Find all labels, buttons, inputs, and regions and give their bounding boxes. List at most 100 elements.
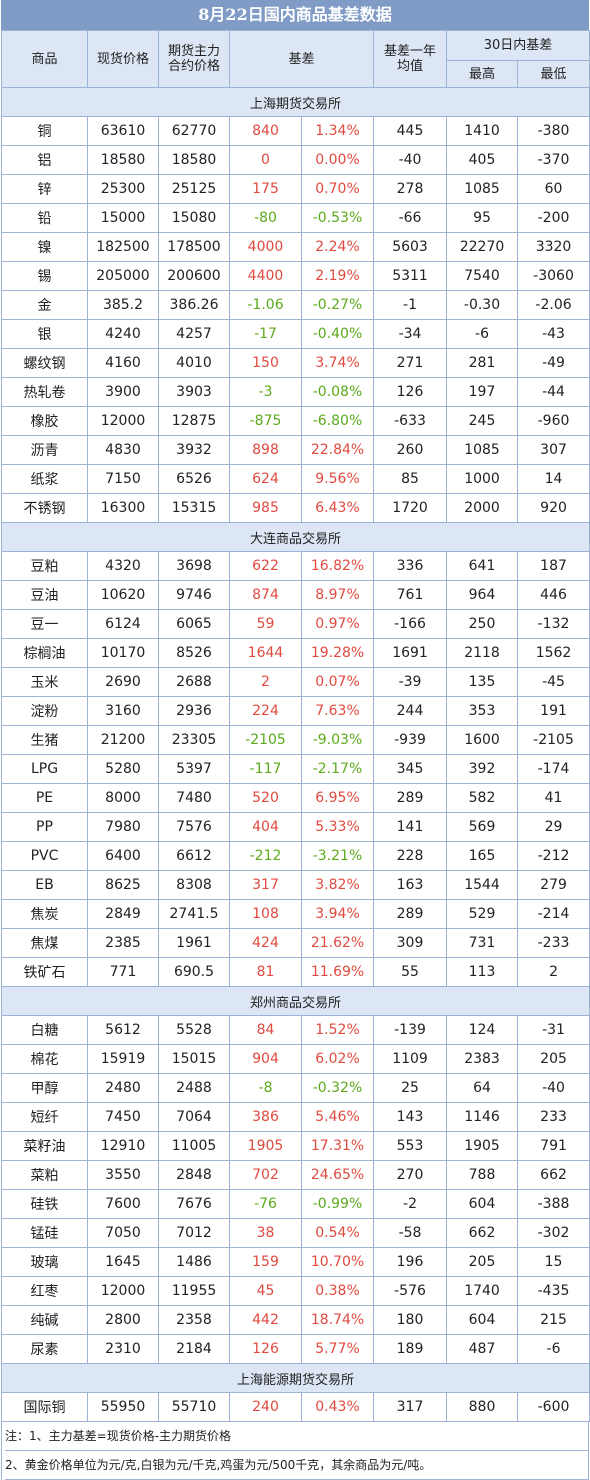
basis-year-avg-cell: 228 — [373, 841, 448, 871]
basis-year-avg-cell: 1109 — [373, 1044, 448, 1074]
futures-price-cell: 7480 — [158, 783, 230, 813]
table-row: PP 7980 7576 404 5.33% 141 569 29 — [1, 812, 590, 842]
spot-price-cell: 5280 — [87, 754, 159, 784]
header-futures-price-line2: 合约价格 — [167, 59, 220, 74]
low-30d-cell: 41 — [517, 783, 590, 813]
spot-price-cell: 2849 — [87, 899, 159, 929]
futures-price-cell: 5397 — [158, 754, 230, 784]
commodity-cell: 热轧卷 — [1, 377, 88, 407]
spot-price-cell: 12000 — [87, 406, 159, 436]
low-30d-cell: -233 — [517, 928, 590, 958]
basis-value-cell: 4400 — [229, 261, 302, 291]
basis-value-cell: -875 — [229, 406, 302, 436]
commodity-cell: 银 — [1, 319, 88, 349]
high-30d-cell: 245 — [446, 406, 519, 436]
high-30d-cell: 2000 — [446, 493, 519, 523]
basis-percent-cell: -2.17% — [300, 754, 375, 784]
basis-value-cell: 38 — [229, 1218, 302, 1248]
section-header-row: 郑州商品交易所 — [0, 986, 590, 1016]
futures-price-cell: 8308 — [158, 870, 230, 900]
commodity-cell: 锌 — [1, 174, 88, 204]
basis-year-avg-cell: 55 — [373, 957, 448, 987]
low-30d-cell: -132 — [517, 609, 590, 639]
spot-price-cell: 25300 — [87, 174, 159, 204]
futures-price-cell: 2688 — [158, 667, 230, 697]
futures-price-cell: 15315 — [158, 493, 230, 523]
futures-price-cell: 690.5 — [158, 957, 230, 987]
table-row: 棕榈油 10170 8526 1644 19.28% 1691 2118 1562 — [1, 638, 590, 668]
table-row: 铁矿石 771 690.5 81 11.69% 55 113 2 — [1, 957, 590, 987]
section-header-row: 大连商品交易所 — [0, 522, 590, 552]
commodity-cell: LPG — [1, 754, 88, 784]
high-30d-cell: 22270 — [446, 232, 519, 262]
header-basis-avg: 基差一年 均值 — [373, 30, 448, 88]
basis-table: 商品 现货价格 期货主力 合约价格 基差 基差一年 均值 30日内基差 最高 最… — [0, 30, 590, 1422]
table-row: 尿素 2310 2184 126 5.77% 189 487 -6 — [1, 1334, 590, 1364]
spot-price-cell: 3550 — [87, 1160, 159, 1190]
spot-price-cell: 10170 — [87, 638, 159, 668]
basis-value-cell: -80 — [229, 203, 302, 233]
high-30d-cell: 662 — [446, 1218, 519, 1248]
header-commodity: 商品 — [1, 30, 88, 88]
table-row: 甲醇 2480 2488 -8 -0.32% 25 64 -40 — [1, 1073, 590, 1103]
basis-value-cell: 84 — [229, 1015, 302, 1045]
table-row: 铜 63610 62770 840 1.34% 445 1410 -380 — [1, 116, 590, 146]
table-body: 上海期货交易所铜 63610 62770 840 1.34% 445 1410 -380 铝 18… — [0, 87, 590, 1422]
basis-year-avg-cell: 445 — [373, 116, 448, 146]
section-name: 大连商品交易所 — [0, 522, 590, 552]
basis-value-cell: -212 — [229, 841, 302, 871]
low-30d-cell: 446 — [517, 580, 590, 610]
basis-percent-cell: 0.97% — [300, 609, 375, 639]
table-row: 短纤 7450 7064 386 5.46% 143 1146 233 — [1, 1102, 590, 1132]
basis-percent-cell: 5.46% — [300, 1102, 375, 1132]
commodity-cell: 橡胶 — [1, 406, 88, 436]
table-row: 锡 205000 200600 4400 2.19% 5311 7540 -3060 — [1, 261, 590, 291]
spot-price-cell: 6400 — [87, 841, 159, 871]
basis-percent-cell: 2.24% — [300, 232, 375, 262]
futures-price-cell: 2741.5 — [158, 899, 230, 929]
basis-value-cell: 224 — [229, 696, 302, 726]
table-row: 淀粉 3160 2936 224 7.63% 244 353 191 — [1, 696, 590, 726]
futures-price-cell: 1486 — [158, 1247, 230, 1277]
basis-value-cell: 874 — [229, 580, 302, 610]
low-30d-cell: -40 — [517, 1073, 590, 1103]
spot-price-cell: 4320 — [87, 551, 159, 581]
basis-percent-cell: 6.43% — [300, 493, 375, 523]
basis-percent-cell: 0.43% — [300, 1392, 375, 1422]
basis-year-avg-cell: -1 — [373, 290, 448, 320]
header-basis: 基差 — [228, 30, 375, 88]
futures-price-cell: 6526 — [158, 464, 230, 494]
basis-value-cell: 702 — [229, 1160, 302, 1190]
basis-year-avg-cell: -576 — [373, 1276, 448, 1306]
commodity-cell: 国际铜 — [1, 1392, 88, 1422]
basis-year-avg-cell: -2 — [373, 1189, 448, 1219]
low-30d-cell: 187 — [517, 551, 590, 581]
commodity-cell: 焦煤 — [1, 928, 88, 958]
spot-price-cell: 55950 — [87, 1392, 159, 1422]
table-row: 锰硅 7050 7012 38 0.54% -58 662 -302 — [1, 1218, 590, 1248]
spot-price-cell: 12000 — [87, 1276, 159, 1306]
futures-price-cell: 4257 — [158, 319, 230, 349]
basis-value-cell: 317 — [229, 870, 302, 900]
table-row: 豆一 6124 6065 59 0.97% -166 250 -132 — [1, 609, 590, 639]
commodity-cell: PE — [1, 783, 88, 813]
header-basis-avg-line1: 基差一年 — [384, 44, 437, 59]
basis-year-avg-cell: 289 — [373, 783, 448, 813]
spot-price-cell: 771 — [87, 957, 159, 987]
basis-percent-cell: 2.19% — [300, 261, 375, 291]
basis-value-cell: 898 — [229, 435, 302, 465]
table-row: 不锈钢 16300 15315 985 6.43% 1720 2000 920 — [1, 493, 590, 523]
table-row: 金 385.2 386.26 -1.06 -0.27% -1 -0.30 -2.06 — [1, 290, 590, 320]
futures-price-cell: 1961 — [158, 928, 230, 958]
high-30d-cell: 1085 — [446, 174, 519, 204]
high-30d-cell: 250 — [446, 609, 519, 639]
table-row: 棉花 15919 15015 904 6.02% 1109 2383 205 — [1, 1044, 590, 1074]
commodity-cell: 金 — [1, 290, 88, 320]
basis-percent-cell: 3.94% — [300, 899, 375, 929]
basis-percent-cell: -6.80% — [300, 406, 375, 436]
futures-price-cell: 7576 — [158, 812, 230, 842]
table-row: 铝 18580 18580 0 0.00% -40 405 -370 — [1, 145, 590, 175]
section-header-row: 上海期货交易所 — [0, 87, 590, 117]
spot-price-cell: 12910 — [87, 1131, 159, 1161]
high-30d-cell: 1600 — [446, 725, 519, 755]
